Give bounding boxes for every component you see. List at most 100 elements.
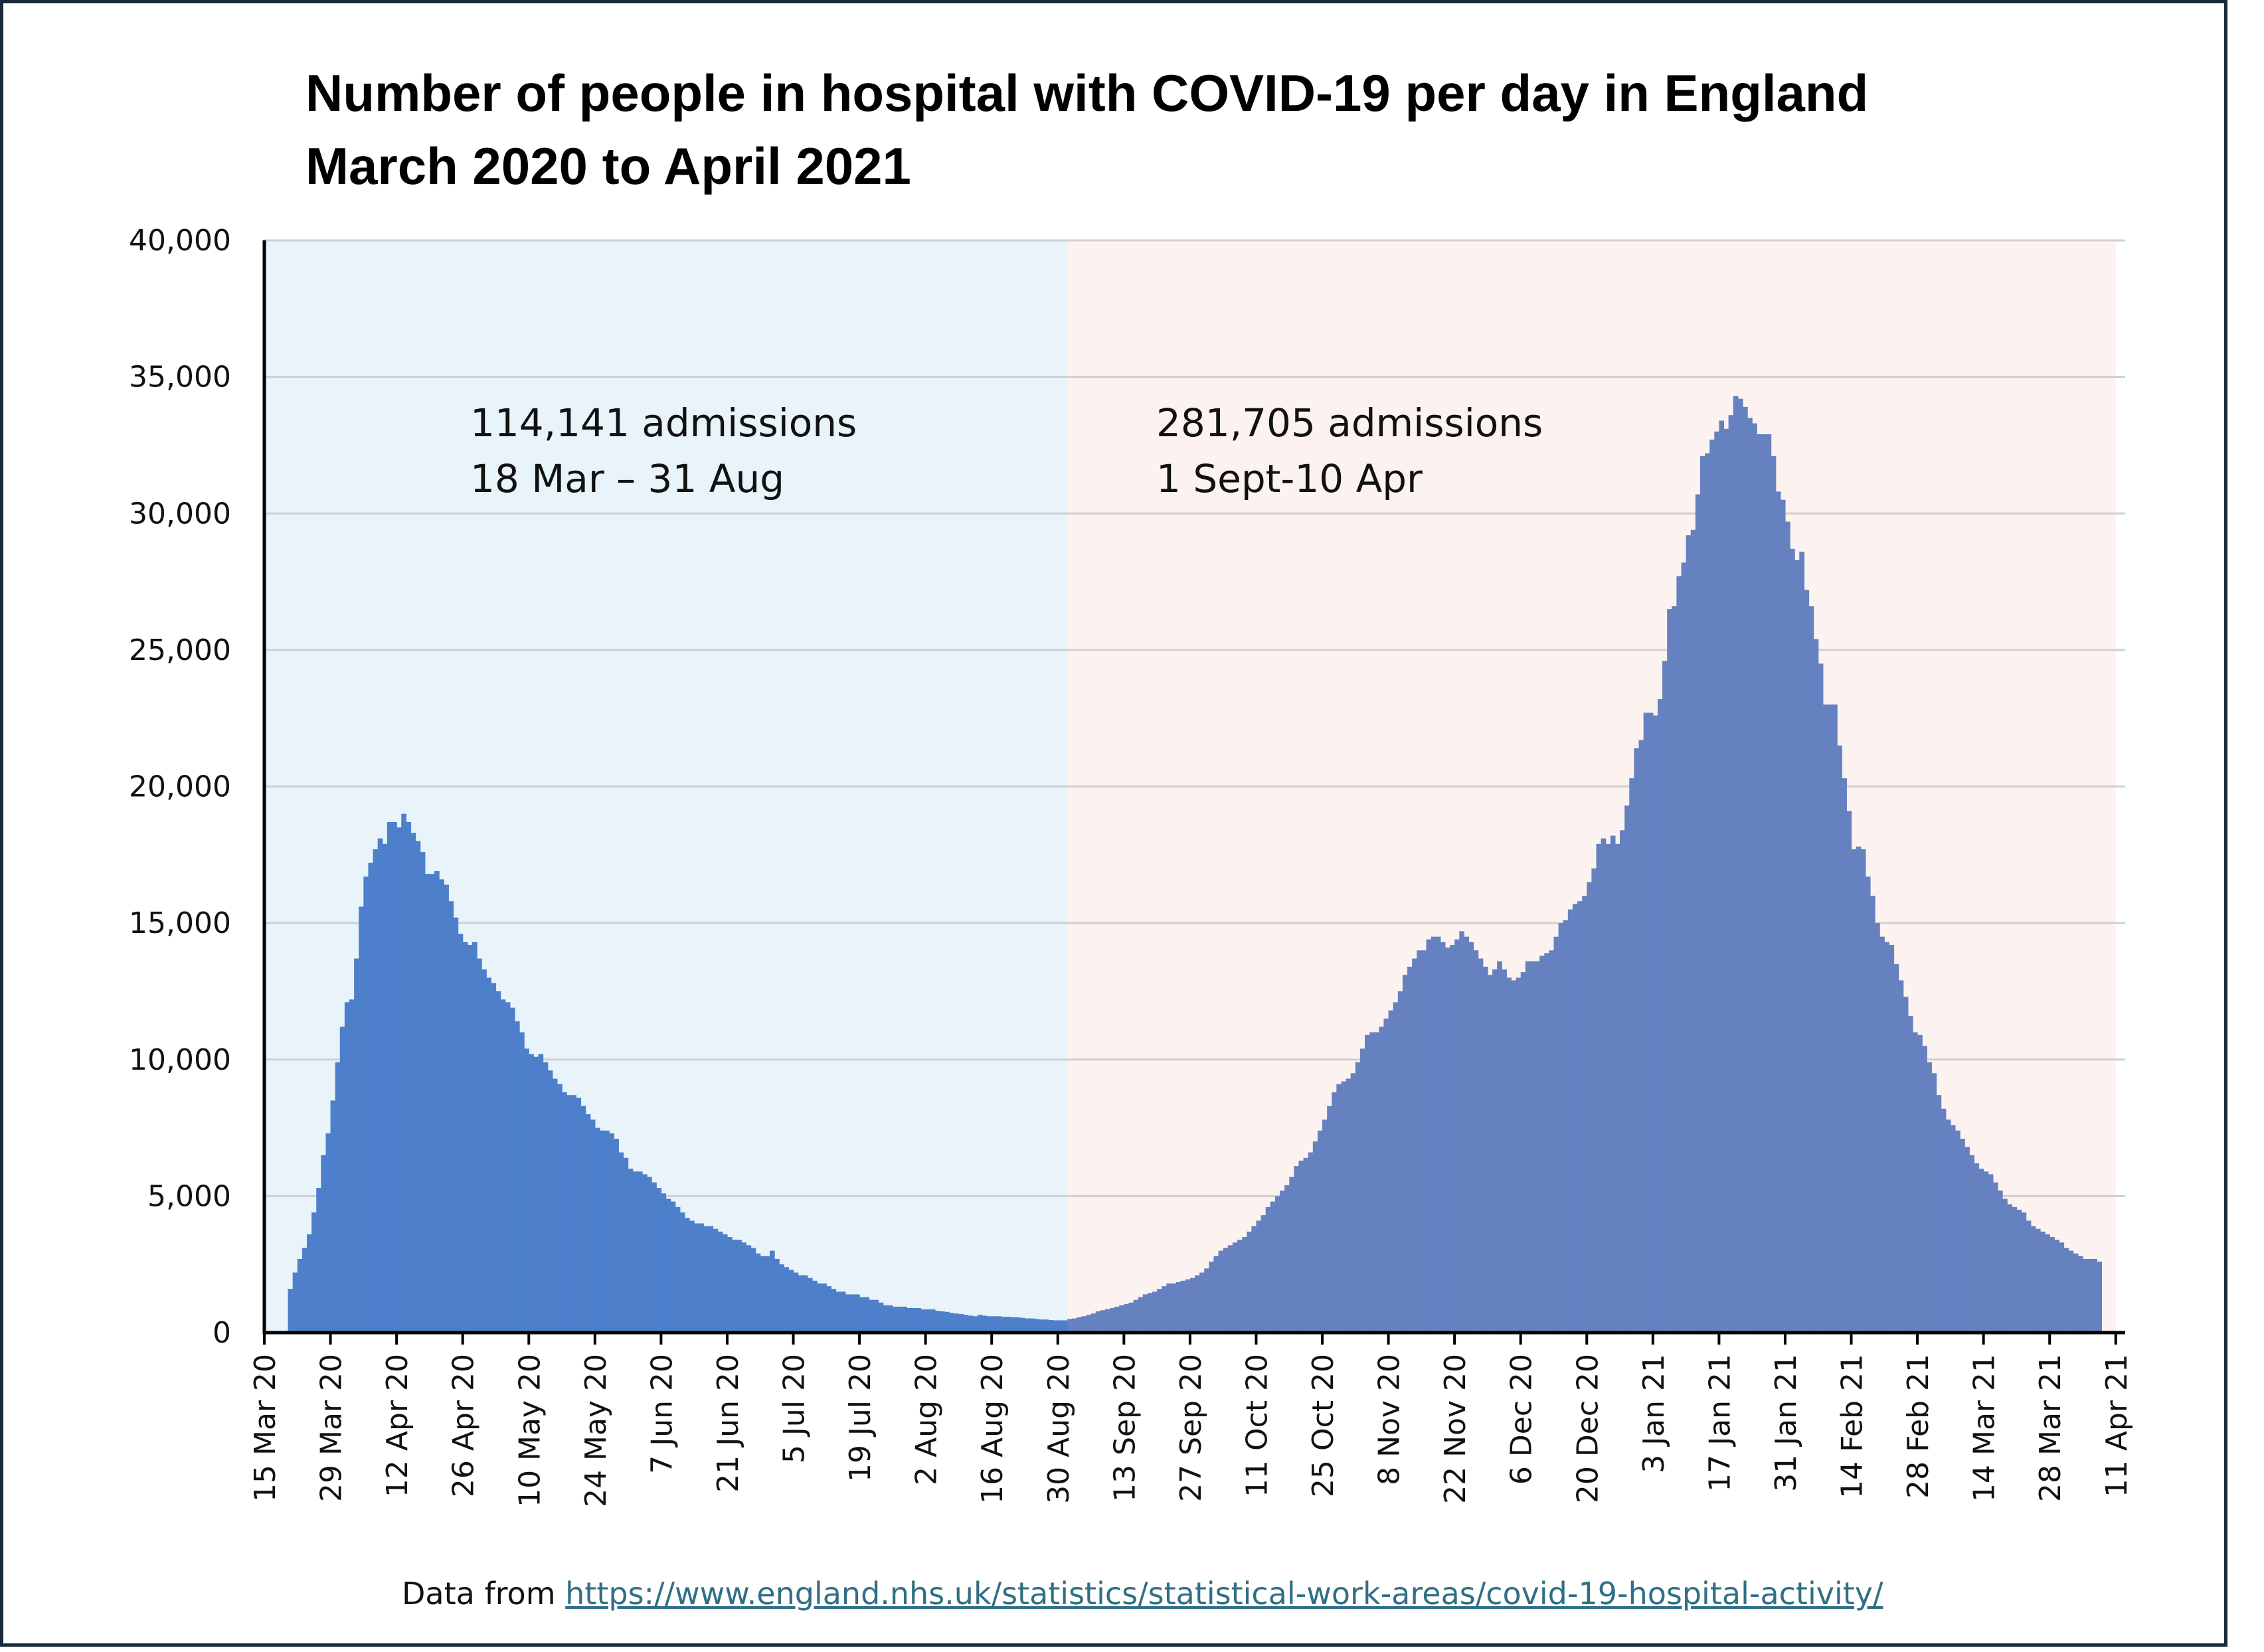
source-prefix: Data from (402, 1576, 566, 1611)
bar (1090, 1313, 1096, 1333)
bar (1199, 1272, 1205, 1333)
bar (618, 1152, 624, 1333)
bar (566, 1095, 572, 1333)
bar (1162, 1286, 1167, 1333)
x-tick-label: 14 Mar 21 (1968, 1354, 2002, 1502)
source-note: Data from https://www.england.nhs.uk/sta… (402, 1576, 1883, 1611)
bar (1464, 936, 1470, 1333)
bar (495, 991, 501, 1333)
bar (958, 1314, 964, 1333)
bar (1232, 1242, 1238, 1333)
bar (349, 999, 355, 1333)
bar (632, 1171, 638, 1333)
bar (1043, 1319, 1049, 1333)
bar (2040, 1231, 2046, 1333)
bar (599, 1130, 605, 1333)
bar (609, 1133, 614, 1333)
bar (387, 821, 392, 1333)
bar (1771, 455, 1777, 1333)
bar (1709, 440, 1715, 1333)
bar (1837, 745, 1842, 1333)
bar (835, 1291, 841, 1333)
bar (1034, 1319, 1039, 1333)
bar (1128, 1302, 1134, 1333)
bar (779, 1264, 784, 1333)
bar (1274, 1196, 1280, 1333)
bar (462, 942, 468, 1333)
bar (1261, 1215, 1266, 1333)
bar (1502, 969, 1507, 1333)
bar (750, 1248, 756, 1333)
bar (1544, 953, 1549, 1333)
bar (2030, 1226, 2036, 1333)
bar (1402, 975, 1408, 1333)
bar (1072, 1318, 1077, 1333)
bar (840, 1291, 846, 1333)
bar (1346, 1078, 1351, 1333)
axes (262, 240, 2125, 1345)
bar (325, 1133, 331, 1333)
x-tick-label: 24 May 20 (579, 1354, 613, 1507)
bar (708, 1226, 714, 1333)
bar (1468, 942, 1474, 1333)
bar (377, 838, 383, 1333)
bar (439, 879, 444, 1333)
bar (1672, 606, 1677, 1333)
bar (1870, 896, 1875, 1333)
bar (1587, 882, 1592, 1333)
bar (727, 1237, 733, 1333)
bar (755, 1253, 761, 1333)
bar (1100, 1310, 1106, 1333)
bar (822, 1283, 827, 1333)
bar (1596, 843, 1602, 1333)
bar (1667, 609, 1672, 1333)
bar (467, 945, 473, 1333)
bar (769, 1250, 775, 1333)
bar (1917, 1034, 1923, 1333)
bar (1662, 661, 1668, 1333)
bar (1327, 1106, 1332, 1333)
bar (1341, 1081, 1347, 1333)
bar (1397, 991, 1403, 1333)
annotations: 114,141 admissions 18 Mar – 31 Aug 281,705… (470, 400, 1543, 501)
bar (1728, 415, 1734, 1333)
bar (453, 917, 459, 1333)
bar (316, 1188, 321, 1333)
bar (302, 1248, 307, 1333)
bar (760, 1256, 766, 1333)
bar (1822, 704, 1828, 1333)
x-tick-labels: 15 Mar 20 29 Mar 20 12 Apr 20 26 Apr 20 10 M… (248, 1354, 2134, 1507)
bar (1147, 1293, 1153, 1333)
bar (661, 1193, 667, 1333)
x-tick-label: 28 Mar 21 (2034, 1354, 2067, 1502)
bar (1903, 997, 1909, 1333)
bar (1638, 740, 1644, 1333)
bar (897, 1306, 903, 1333)
bar (2073, 1253, 2079, 1333)
bar (1492, 969, 1498, 1333)
bar (2092, 1258, 2097, 1333)
bar (406, 821, 412, 1333)
bar (1053, 1320, 1059, 1333)
bar (2045, 1234, 2050, 1333)
bar (963, 1315, 969, 1333)
bar (1549, 950, 1555, 1333)
bar (1450, 945, 1455, 1333)
bar (557, 1084, 563, 1333)
bar (798, 1275, 804, 1333)
chart-title: Number of people in hospital with COVID-… (305, 56, 1868, 203)
x-tick-label: 13 Sep 20 (1108, 1354, 1142, 1502)
bar (1875, 923, 1880, 1333)
bar (784, 1267, 789, 1333)
y-tick-label: 5,000 (147, 1179, 231, 1213)
bar (1974, 1163, 1980, 1333)
x-tick-label: 14 Feb 21 (1836, 1354, 1870, 1499)
source-link[interactable]: https://www.england.nhs.uk/statistics/st… (565, 1576, 1883, 1611)
bar (373, 849, 379, 1333)
bar (401, 813, 406, 1333)
bar (533, 1056, 539, 1333)
bar (1369, 1032, 1375, 1333)
bar (1157, 1289, 1162, 1333)
x-tick-label: 5 Jul 20 (778, 1354, 812, 1463)
bar (1270, 1201, 1276, 1333)
